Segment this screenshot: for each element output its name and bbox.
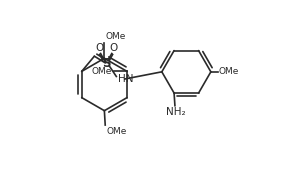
Text: OMe: OMe bbox=[218, 67, 239, 76]
Text: HN: HN bbox=[118, 74, 134, 84]
Text: NH₂: NH₂ bbox=[166, 107, 186, 117]
Text: OMe: OMe bbox=[106, 127, 126, 136]
Text: O: O bbox=[109, 43, 117, 53]
Text: O: O bbox=[95, 43, 103, 53]
Text: S: S bbox=[102, 57, 110, 70]
Text: OMe: OMe bbox=[105, 32, 126, 41]
Text: OMe: OMe bbox=[92, 67, 112, 76]
